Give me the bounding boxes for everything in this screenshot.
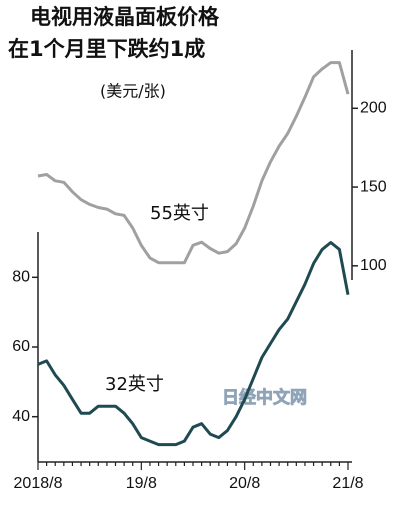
y2-tick-label: 150 bbox=[360, 178, 387, 195]
y2-tick-label: 200 bbox=[360, 100, 387, 117]
y-tick-label: 80 bbox=[12, 269, 30, 286]
chart-title: 在1个月里下跌约1成 bbox=[8, 37, 205, 61]
x-tick-label: 20/8 bbox=[229, 475, 260, 492]
series-label: 32英寸 bbox=[105, 374, 164, 395]
subtitle: (美元/张) bbox=[100, 82, 166, 101]
x-tick-label: 21/8 bbox=[332, 475, 363, 492]
series-line bbox=[37, 241, 350, 447]
series-label: 55英寸 bbox=[150, 203, 209, 224]
watermark: 日经中文网 bbox=[222, 387, 307, 408]
x-tick-label: 19/8 bbox=[126, 475, 157, 492]
chart-title: 电视用液晶面板价格 bbox=[30, 5, 220, 29]
y2-tick-label: 100 bbox=[360, 257, 387, 274]
series-line bbox=[37, 61, 350, 265]
y-tick-label: 60 bbox=[12, 338, 30, 355]
y-tick-label: 40 bbox=[12, 408, 30, 425]
x-tick-label: 2018/8 bbox=[14, 475, 63, 492]
